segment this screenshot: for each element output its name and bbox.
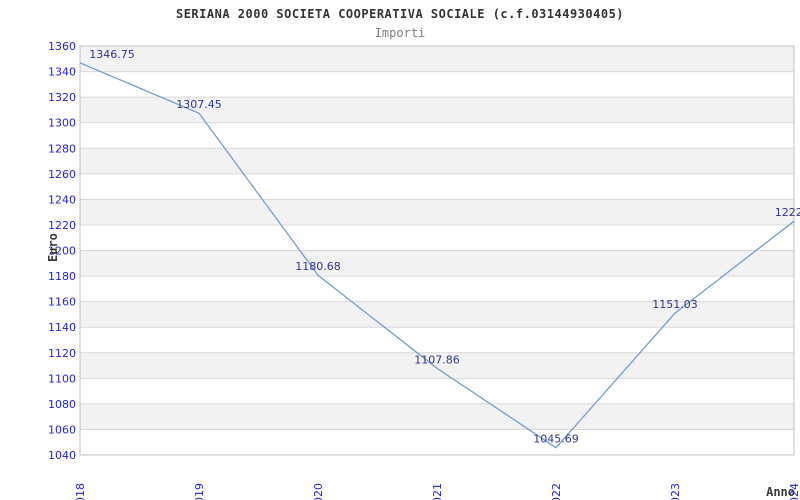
data-label: 1107.86 (414, 353, 460, 366)
x-tick-label: 2019 (193, 483, 206, 500)
chart-title: SERIANA 2000 SOCIETA COOPERATIVA SOCIALE… (176, 7, 624, 21)
plot-band (80, 250, 794, 277)
y-tick-label: 1360 (48, 40, 76, 53)
data-label: 1307.45 (176, 98, 222, 111)
plot-band (80, 352, 794, 379)
plot-area (79, 45, 795, 456)
y-tick-label: 1340 (48, 66, 76, 79)
data-label: 1045.69 (533, 433, 579, 446)
plot-band (80, 97, 794, 123)
plot-band (80, 301, 794, 328)
x-tick-label: 2023 (669, 483, 682, 500)
y-tick-label: 1080 (48, 398, 76, 411)
x-tick-label: 2021 (431, 483, 444, 500)
y-tick-label: 1260 (48, 168, 76, 181)
y-tick-label: 1140 (48, 321, 76, 334)
x-tick-label: 2020 (312, 483, 325, 500)
plot-border (79, 45, 795, 456)
x-tick-label: 2024 (788, 483, 800, 500)
data-label: 1151.03 (652, 298, 698, 311)
data-label: 1180.68 (295, 260, 341, 273)
x-axis-tick-labels: 2018 2019 2020 2021 2022 2023 2024 (74, 483, 800, 500)
y-tick-label: 1300 (48, 117, 76, 130)
x-axis-title: Anno (766, 485, 795, 499)
y-tick-label: 1220 (48, 219, 76, 232)
plot-band (80, 46, 794, 72)
y-tick-label: 1040 (48, 449, 76, 462)
series-line-importi (79, 62, 795, 449)
y-tick-label: 1280 (48, 142, 76, 155)
data-label: 1346.75 (89, 48, 135, 61)
y-tick-label: 1180 (48, 270, 76, 283)
plot-band (80, 148, 794, 174)
y-tick-label: 1200 (48, 245, 76, 258)
y-tick-label: 1240 (48, 193, 76, 206)
y-axis-tick-labels: 1360 1340 1320 1300 1280 1260 1240 1220 1200 1180… (48, 40, 76, 462)
y-tick-label: 1100 (48, 372, 76, 385)
chart-subtitle: Importi (375, 26, 426, 40)
y-tick-label: 1060 (48, 423, 76, 436)
y-tick-label: 1120 (48, 347, 76, 360)
data-label: 1222.9 (775, 206, 800, 219)
x-tick-label: 2022 (550, 483, 563, 500)
data-point-labels: 1346.75 1307.45 1180.68 1107.86 1045.69 1151.… (89, 48, 800, 446)
x-tick-label: 2018 (74, 483, 87, 500)
plot-band (80, 403, 794, 430)
plot-band (80, 199, 794, 225)
y-tick-label: 1160 (48, 296, 76, 309)
y-axis-title: Euro (46, 233, 60, 262)
y-tick-label: 1320 (48, 91, 76, 104)
